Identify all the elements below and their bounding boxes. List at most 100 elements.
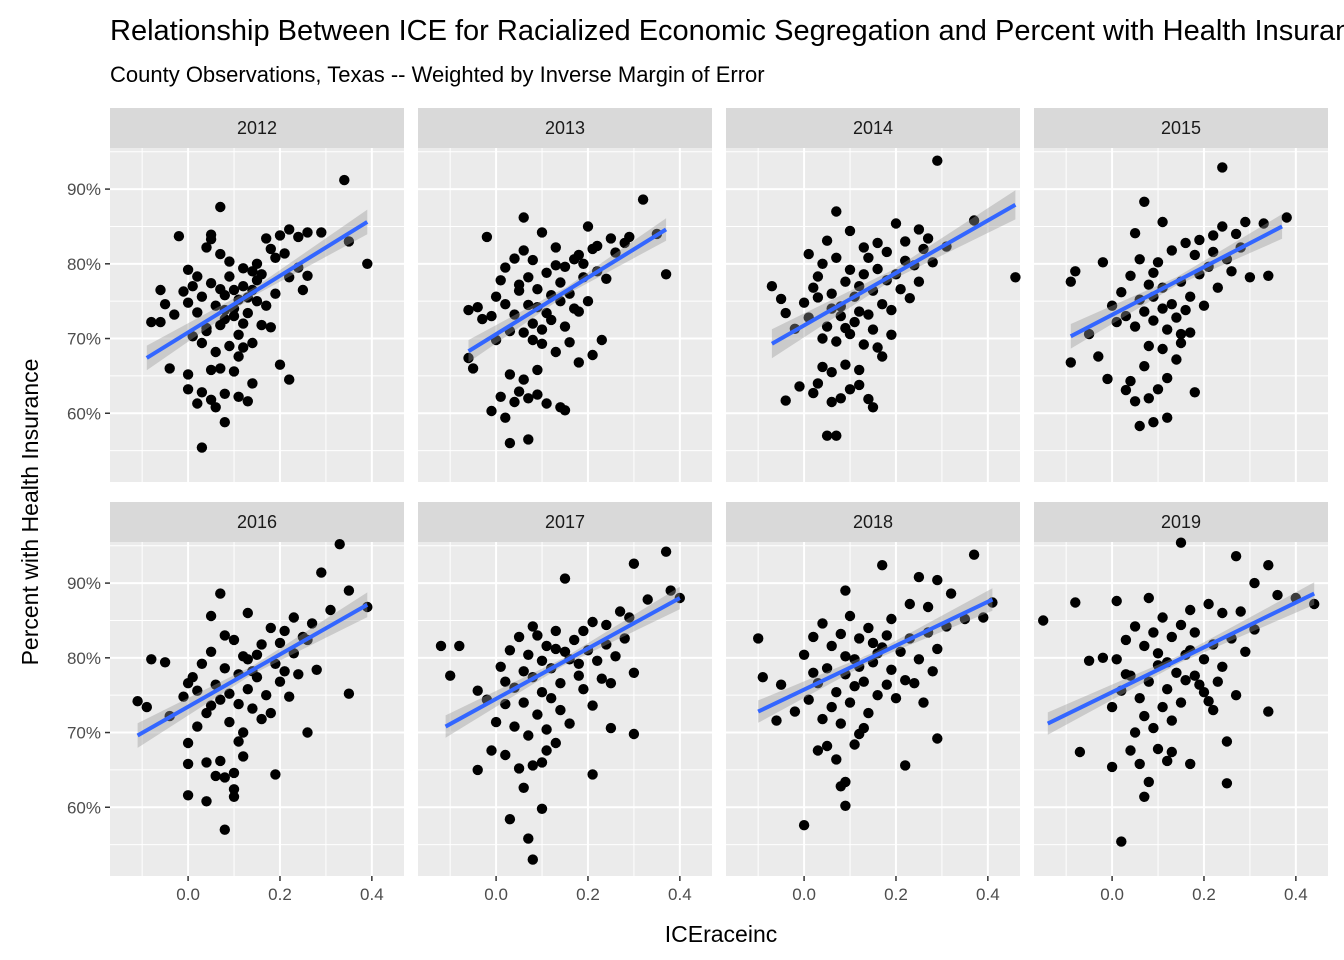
data-point (854, 306, 865, 317)
data-point (555, 296, 566, 307)
data-point (1162, 755, 1173, 767)
data-point (1038, 615, 1049, 626)
data-point (523, 833, 534, 844)
data-point (605, 722, 617, 734)
data-point (849, 654, 860, 665)
regression-line (1046, 591, 1316, 726)
data-point (284, 691, 295, 702)
data-point (1240, 216, 1251, 228)
data-point (1157, 343, 1168, 355)
data-point (1203, 598, 1214, 610)
data-point (1217, 162, 1228, 173)
panel-background (726, 542, 1020, 876)
regression-line (136, 603, 369, 738)
data-point (316, 227, 327, 238)
data-point (472, 302, 483, 313)
data-point (582, 296, 594, 307)
data-point (306, 618, 318, 629)
data-point (550, 625, 561, 637)
data-point (541, 398, 552, 409)
data-point (302, 727, 313, 738)
data-point (601, 619, 612, 631)
y-tick-label: 70% (67, 330, 101, 349)
data-point (817, 333, 828, 344)
x-tick-label: 0.2 (884, 885, 908, 904)
data-point (182, 384, 194, 395)
data-point (541, 640, 552, 652)
data-point (192, 271, 203, 282)
data-point (877, 351, 888, 362)
data-point (1139, 196, 1150, 207)
data-point (1198, 654, 1210, 665)
x-tick-label: 0.0 (176, 885, 200, 904)
data-point (279, 248, 290, 259)
data-point (463, 304, 474, 316)
data-point (840, 776, 851, 788)
data-point (536, 338, 548, 349)
facet-strip-label: 2013 (545, 118, 585, 138)
data-point (844, 384, 856, 395)
data-point (854, 379, 865, 391)
x-tick-label: 0.4 (668, 885, 692, 904)
data-point (872, 342, 883, 353)
x-tick-label: 0.2 (268, 885, 292, 904)
data-point (224, 271, 235, 282)
data-point (605, 233, 617, 244)
data-point (569, 254, 580, 265)
data-point (1198, 300, 1210, 311)
data-point (1175, 337, 1187, 349)
data-point (228, 310, 240, 322)
data-point (753, 633, 764, 644)
data-point (550, 737, 561, 749)
data-point (1157, 701, 1168, 713)
data-point (550, 242, 561, 253)
data-point (619, 237, 630, 249)
data-point (233, 736, 244, 747)
data-point (251, 649, 263, 660)
data-point (550, 346, 561, 358)
data-point (858, 676, 869, 687)
data-point (215, 284, 226, 295)
data-point (564, 718, 575, 729)
data-point (1083, 328, 1095, 340)
data-point (578, 625, 589, 637)
data-point (302, 270, 313, 281)
data-point (812, 271, 824, 282)
data-point (900, 760, 911, 771)
data-point (587, 700, 598, 711)
data-point (274, 230, 286, 241)
data-point (132, 696, 143, 707)
data-point (467, 363, 479, 374)
data-point (261, 690, 272, 701)
data-point (518, 782, 529, 793)
data-point (265, 243, 276, 255)
data-point (863, 393, 874, 405)
data-point (909, 678, 920, 689)
data-point (900, 255, 911, 266)
regression-line (145, 220, 369, 360)
data-point (660, 269, 672, 280)
data-point (215, 201, 226, 213)
data-point (559, 261, 571, 272)
data-point (219, 772, 230, 783)
data-point (1203, 696, 1214, 707)
data-point (835, 310, 846, 322)
data-point (215, 319, 226, 331)
data-point (840, 585, 851, 596)
data-point (817, 618, 828, 629)
data-point (886, 329, 897, 340)
data-point (844, 697, 856, 708)
data-point (596, 673, 607, 684)
data-point (518, 212, 529, 223)
data-point (808, 282, 819, 293)
data-point (155, 316, 166, 328)
data-point (812, 378, 824, 389)
data-point (187, 331, 198, 342)
data-point (1148, 315, 1159, 326)
x-tick-label: 0.2 (1192, 885, 1216, 904)
data-point (559, 573, 571, 584)
data-point (1171, 667, 1182, 678)
data-point (826, 288, 837, 299)
data-point (1194, 679, 1205, 690)
y-tick-label: 70% (67, 724, 101, 743)
